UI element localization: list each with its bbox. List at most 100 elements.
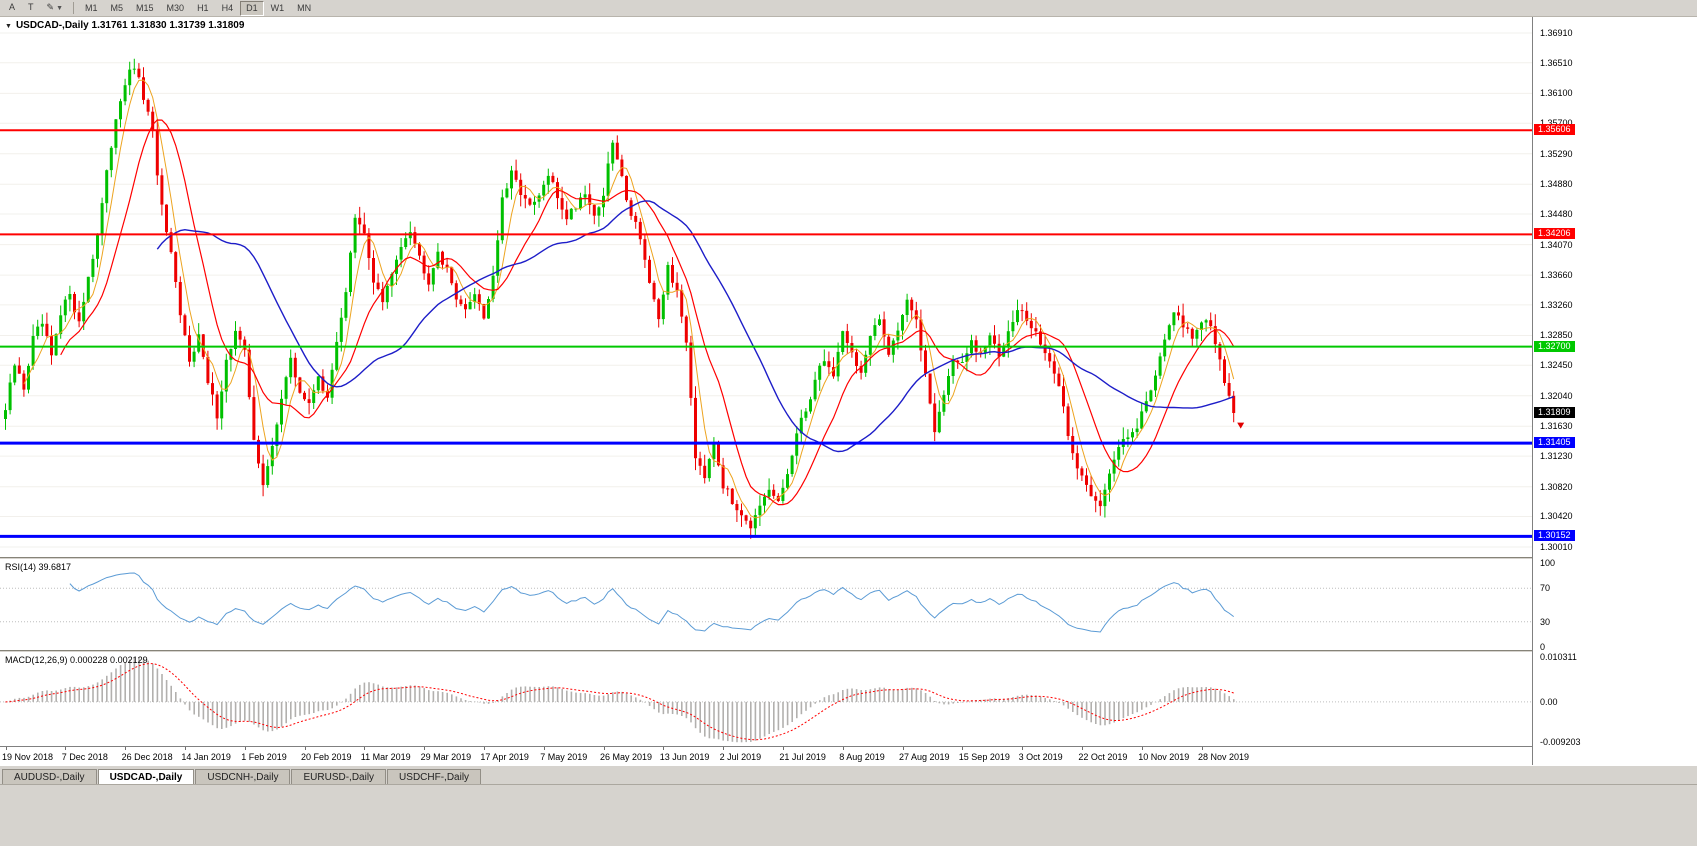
chart-tab-usdchf[interactable]: USDCHF-,Daily bbox=[387, 769, 482, 786]
chart-tab-usdcad[interactable]: USDCAD-,Daily bbox=[97, 769, 195, 786]
macd-indicator-pane[interactable]: MACD(12,26,9) 0.000228 0.002129 bbox=[0, 653, 1532, 746]
chart-tab-usdcnh[interactable]: USDCNH-,Daily bbox=[195, 769, 291, 786]
toolbar-separator bbox=[73, 2, 74, 14]
time-axis-tick bbox=[1201, 747, 1203, 750]
level-price-tag: 1.32700 bbox=[1534, 340, 1575, 352]
timeframe-button-m15[interactable]: M15 bbox=[136, 2, 154, 13]
status-area bbox=[0, 784, 1697, 846]
date-axis-label: 19 Nov 2018 bbox=[2, 752, 54, 762]
date-axis-label: 10 Nov 2019 bbox=[1138, 752, 1190, 762]
sell-arrow-marker bbox=[1237, 422, 1245, 429]
macd-axis-label: 0.00 bbox=[1540, 696, 1558, 707]
time-axis-tick bbox=[543, 747, 545, 750]
price-axis-label: 1.30820 bbox=[1540, 481, 1573, 492]
time-axis-tick bbox=[364, 747, 366, 750]
date-axis-label: 29 Mar 2019 bbox=[420, 752, 472, 762]
date-axis-label: 26 Dec 2018 bbox=[121, 752, 173, 762]
time-axis-tick bbox=[663, 747, 665, 750]
chart-tab-audusd[interactable]: AUDUSD-,Daily bbox=[2, 769, 97, 786]
toolbar: A T ✎ ▼ M1 M5 M15 M30 H1 H4 D1 W1 MN bbox=[0, 0, 1697, 17]
level-price-tag: 1.31405 bbox=[1534, 437, 1575, 449]
timeframe-button-m30[interactable]: M30 bbox=[166, 2, 185, 13]
date-axis-label: 20 Feb 2019 bbox=[301, 752, 352, 762]
timeframe-button-h4[interactable]: H4 bbox=[221, 2, 234, 13]
time-axis-tick bbox=[5, 747, 7, 750]
time-axis-tick bbox=[304, 747, 306, 750]
date-axis-label: 26 May 2019 bbox=[600, 752, 653, 762]
chevron-down-icon: ▼ bbox=[56, 5, 63, 12]
date-axis-label: 1 Feb 2019 bbox=[241, 752, 287, 762]
time-axis-tick bbox=[65, 747, 67, 750]
timeframe-buttons-group: M1 M5 M15 M30 H1 H4 D1 W1 MN bbox=[79, 0, 318, 16]
price-axis[interactable]: 1.36910 1.36510 1.36100 1.35700 1.35290 1.348… bbox=[1532, 17, 1697, 765]
timeframe-button-w1[interactable]: W1 bbox=[270, 2, 285, 13]
date-axis-label: 3 Oct 2019 bbox=[1018, 752, 1063, 762]
chart-tabs-bar: AUDUSD-,Daily USDCAD-,Daily USDCNH-,Daily E… bbox=[0, 765, 1697, 786]
timeframe-button-d1[interactable]: D1 bbox=[240, 0, 264, 16]
date-axis-label: 13 Jun 2019 bbox=[659, 752, 710, 762]
cursor-tool-button[interactable]: A bbox=[9, 2, 16, 12]
rsi-plot[interactable] bbox=[0, 560, 1532, 650]
time-axis[interactable]: 19 Nov 2018 7 Dec 2018 26 Dec 2018 14 Jan 2… bbox=[0, 746, 1697, 765]
date-axis-label: 7 May 2019 bbox=[540, 752, 588, 762]
time-axis-tick bbox=[842, 747, 844, 750]
price-axis-label: 1.36510 bbox=[1540, 57, 1573, 68]
toolbar-tools-group: A T ✎ ▼ bbox=[3, 0, 70, 16]
macd-axis-label: 0.010311 bbox=[1540, 652, 1577, 662]
time-axis-tick bbox=[603, 747, 605, 750]
macd-plot[interactable] bbox=[0, 653, 1532, 746]
price-axis-label: 1.35290 bbox=[1540, 148, 1573, 159]
chart-tab-eurusd[interactable]: EURUSD-,Daily bbox=[291, 769, 387, 786]
drawing-tools-button[interactable]: ✎ ▼ bbox=[46, 2, 63, 12]
rsi-axis-label: 30 bbox=[1540, 616, 1551, 627]
rsi-axis-label: 70 bbox=[1540, 583, 1551, 594]
price-axis-label: 1.36910 bbox=[1540, 28, 1573, 39]
time-axis-tick bbox=[1081, 747, 1083, 750]
time-axis-tick bbox=[483, 747, 485, 750]
time-axis-tick bbox=[1022, 747, 1024, 750]
candlestick-chart[interactable] bbox=[0, 17, 1532, 557]
date-axis-label: 17 Apr 2019 bbox=[480, 752, 529, 762]
time-axis-tick bbox=[424, 747, 426, 750]
date-axis-label: 27 Aug 2019 bbox=[899, 752, 950, 762]
timeframe-button-h1[interactable]: H1 bbox=[197, 2, 209, 13]
text-tool-button[interactable]: T bbox=[28, 2, 34, 12]
rsi-indicator-pane[interactable]: RSI(14) 39.6817 bbox=[0, 560, 1532, 650]
level-price-tag: 1.35606 bbox=[1534, 124, 1575, 136]
macd-axis-label: -0.009203 bbox=[1540, 737, 1581, 747]
current-price-tag: 1.31809 bbox=[1534, 407, 1575, 418]
date-axis-label: 21 Jul 2019 bbox=[779, 752, 826, 762]
level-price-tag: 1.30152 bbox=[1534, 530, 1575, 542]
price-chart-pane[interactable]: ▼ USDCAD-,Daily 1.31761 1.31830 1.31739 1… bbox=[0, 17, 1532, 557]
date-axis-label: 22 Oct 2019 bbox=[1078, 752, 1128, 762]
price-axis-label: 1.33660 bbox=[1540, 270, 1573, 281]
price-axis-label: 1.34070 bbox=[1540, 239, 1573, 250]
price-axis-label: 1.31630 bbox=[1540, 421, 1573, 432]
rsi-axis-label: 100 bbox=[1540, 558, 1556, 568]
pane-resize-handle[interactable] bbox=[0, 650, 1697, 653]
price-axis-label: 1.30010 bbox=[1540, 542, 1573, 553]
price-axis-label: 1.32040 bbox=[1540, 390, 1573, 401]
price-axis-label: 1.33260 bbox=[1540, 299, 1573, 310]
price-axis-label: 1.36100 bbox=[1540, 88, 1573, 99]
price-axis-label: 1.30420 bbox=[1540, 511, 1573, 522]
pane-resize-handle[interactable] bbox=[0, 557, 1697, 560]
price-axis-label: 1.34480 bbox=[1540, 209, 1573, 220]
timeframe-button-m5[interactable]: M5 bbox=[110, 2, 124, 13]
timeframe-button-mn[interactable]: MN bbox=[297, 2, 312, 13]
time-axis-tick bbox=[1141, 747, 1143, 750]
time-axis-tick bbox=[184, 747, 186, 750]
time-axis-tick bbox=[244, 747, 246, 750]
price-axis-label: 1.34880 bbox=[1540, 179, 1573, 190]
date-axis-label: 14 Jan 2019 bbox=[181, 752, 231, 762]
price-axis-label: 1.32850 bbox=[1540, 330, 1573, 341]
date-axis-label: 8 Aug 2019 bbox=[839, 752, 885, 762]
price-axis-label: 1.35700 bbox=[1540, 118, 1573, 129]
date-axis-label: 28 Nov 2019 bbox=[1198, 752, 1250, 762]
date-axis-label: 11 Mar 2019 bbox=[360, 752, 411, 762]
level-price-tag: 1.34206 bbox=[1534, 228, 1575, 240]
chart-window: ▼ USDCAD-,Daily 1.31761 1.31830 1.31739 1… bbox=[0, 17, 1697, 765]
rsi-axis-label: 0 bbox=[1540, 642, 1546, 652]
timeframe-button-m1[interactable]: M1 bbox=[85, 2, 98, 13]
